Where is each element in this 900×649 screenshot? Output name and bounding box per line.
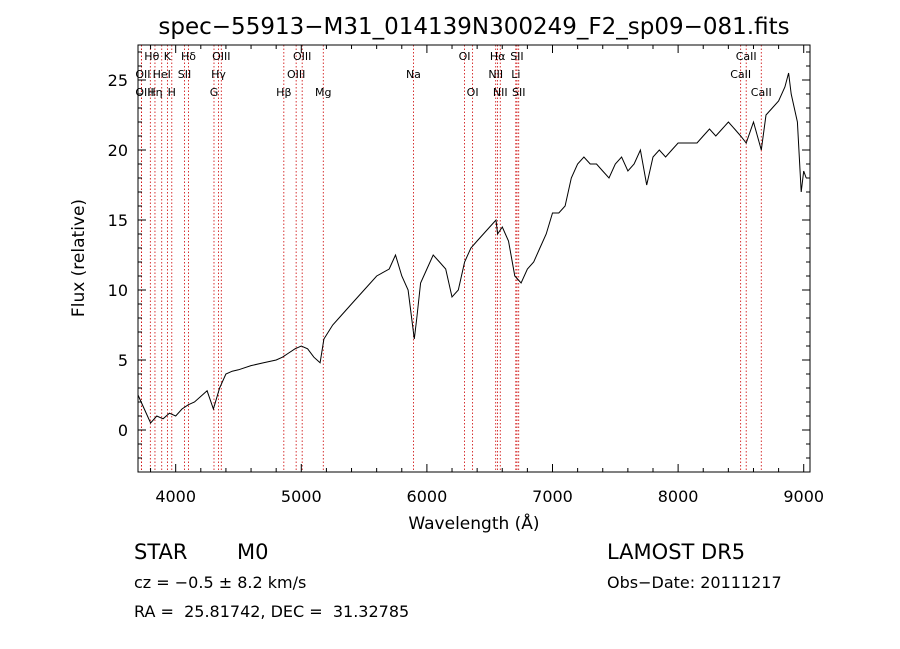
line-marker-label: CaII xyxy=(736,50,757,63)
line-marker-label: SII xyxy=(512,86,525,99)
line-marker-label: SII xyxy=(510,50,523,63)
x-tick-label: 4000 xyxy=(155,487,196,506)
spectral-line-markers xyxy=(140,45,762,472)
y-tick-label: 15 xyxy=(108,211,128,230)
line-marker-label: NII xyxy=(488,68,503,81)
line-marker-label: OI xyxy=(459,50,471,63)
y-axis-ticks: 0 5 10 15 20 25 xyxy=(108,51,810,459)
line-marker-label: Hθ xyxy=(144,50,159,63)
y-tick-label: 0 xyxy=(118,421,128,440)
survey-name: LAMOST DR5 xyxy=(607,540,746,564)
x-axis-label: Wavelength (Å) xyxy=(408,512,539,534)
line-marker-label: Na xyxy=(406,68,421,81)
line-marker-label: OII xyxy=(135,68,150,81)
y-tick-label: 25 xyxy=(108,71,128,90)
x-tick-label: 7000 xyxy=(532,487,573,506)
line-marker-label: K xyxy=(164,50,172,63)
line-marker-label: Hα xyxy=(490,50,506,63)
x-axis-ticks: 4000 5000 6000 7000 8000 9000 xyxy=(150,45,824,506)
line-marker-label: Hδ xyxy=(181,50,196,63)
line-marker-label: OIII xyxy=(287,68,305,81)
line-marker-label: CaII xyxy=(730,68,751,81)
line-marker-label: Mg xyxy=(315,86,331,99)
cz-value: cz = −0.5 ± 8.2 km/s xyxy=(134,573,307,592)
line-marker-label: Hη xyxy=(147,86,162,99)
spectrum-line xyxy=(137,72,807,424)
object-subclass: M0 xyxy=(237,540,269,564)
line-marker-label: H xyxy=(168,86,176,99)
line-marker-label: NII xyxy=(493,86,508,99)
line-marker-label: OIII xyxy=(293,50,311,63)
ra-dec: RA = 25.81742, DEC = 31.32785 xyxy=(134,602,410,621)
line-marker-label: OIII xyxy=(135,86,153,99)
y-axis-label: Flux (relative) xyxy=(69,199,89,317)
y-tick-label: 20 xyxy=(108,141,128,160)
x-tick-label: 5000 xyxy=(281,487,322,506)
line-marker-label: OI xyxy=(467,86,479,99)
y-tick-label: 5 xyxy=(118,351,128,370)
chart-title: spec−55913−M31_014139N300249_F2_sp09−081… xyxy=(158,14,789,40)
plot-frame xyxy=(137,44,811,473)
line-marker-label: G xyxy=(210,86,219,99)
x-tick-label: 9000 xyxy=(783,487,824,506)
y-tick-label: 10 xyxy=(108,281,128,300)
line-marker-label: SII xyxy=(178,68,191,81)
line-marker-label: OIII xyxy=(212,50,230,63)
obs-date: Obs−Date: 20111217 xyxy=(607,573,782,592)
x-tick-label: 8000 xyxy=(658,487,699,506)
line-marker-label: Hγ xyxy=(211,68,226,81)
line-marker-label: Li xyxy=(511,68,520,81)
object-class: STAR xyxy=(134,540,188,564)
line-marker-label: Hβ xyxy=(276,86,291,99)
line-marker-label: CaII xyxy=(751,86,772,99)
x-tick-label: 6000 xyxy=(407,487,448,506)
line-marker-label: HeI xyxy=(153,68,171,81)
